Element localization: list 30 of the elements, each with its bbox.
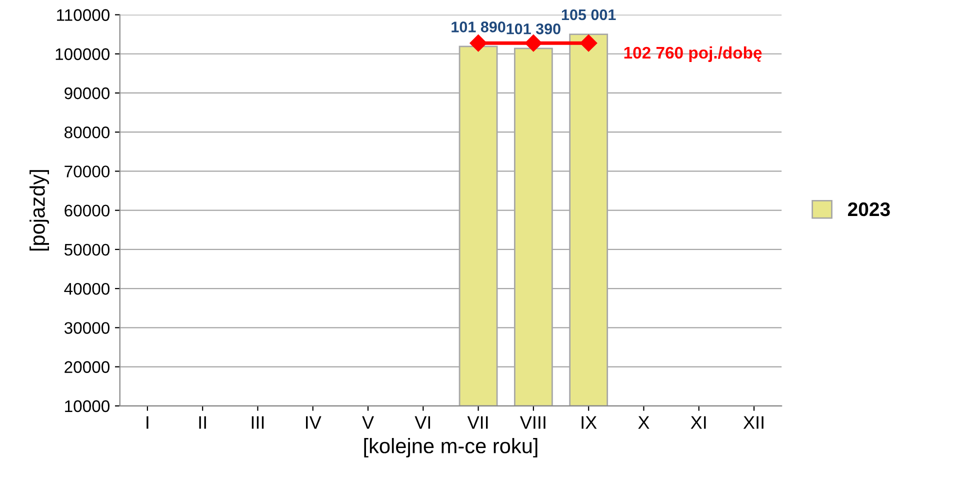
- data-label: 105 001: [562, 9, 616, 20]
- x-tick-label: VI: [414, 416, 430, 429]
- y-tick-label: 80000: [64, 126, 110, 138]
- y-tick-label: 30000: [64, 322, 110, 334]
- legend-label: 2023: [848, 202, 890, 216]
- x-tick-label: VIII: [520, 416, 546, 429]
- x-tick-label: III: [252, 416, 264, 429]
- data-label: 101 390: [506, 23, 560, 34]
- y-tick-label: 50000: [64, 244, 110, 256]
- y-tick-label: 70000: [64, 166, 110, 178]
- x-tick-label: X: [638, 416, 650, 429]
- x-axis-title: [kolejne m-ce roku]: [364, 438, 538, 458]
- x-tick-label: V: [362, 416, 374, 429]
- data-label: 101 890: [452, 22, 506, 32]
- x-tick-label: II: [199, 416, 206, 429]
- annotation: 102 760 poj./dobę: [624, 46, 762, 62]
- x-tick-label: I: [146, 416, 148, 429]
- y-tick-label: 110000: [57, 9, 110, 21]
- x-tick-label: IV: [306, 416, 322, 429]
- x-tick-label: VII: [467, 416, 488, 429]
- x-tick-label: IX: [582, 416, 597, 429]
- y-axis-title: [pojazdy]: [30, 170, 49, 251]
- y-tick-label: 90000: [64, 87, 110, 100]
- x-tick-label: XI: [690, 416, 706, 429]
- x-tick-label: XII: [743, 416, 764, 429]
- y-tick-label: 100000: [56, 48, 110, 60]
- y-tick-label: 10000: [65, 400, 110, 412]
- y-tick-label: 40000: [64, 282, 110, 295]
- y-tick-label: 60000: [64, 204, 110, 217]
- y-tick-label: 20000: [64, 361, 110, 373]
